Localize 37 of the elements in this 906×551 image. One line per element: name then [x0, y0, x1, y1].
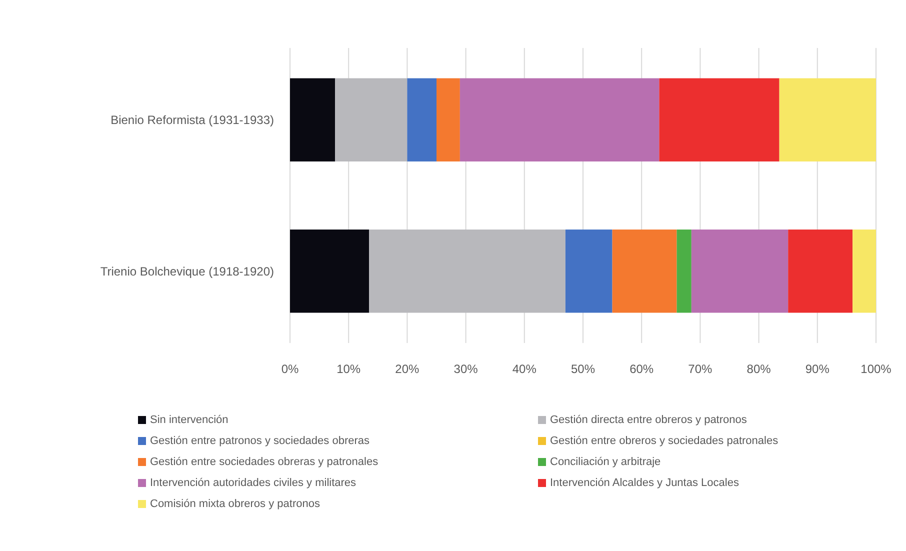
x-tick-label: 20% [395, 362, 420, 376]
bar [565, 230, 612, 313]
x-tick-label: 0% [281, 362, 299, 376]
x-tick-label: 70% [688, 362, 713, 376]
legend-label: Intervención Alcaldes y Juntas Locales [550, 477, 740, 489]
legend-label: Conciliación y arbitraje [550, 456, 661, 468]
y-tick-label: Bienio Reformista (1931-1933) [110, 113, 274, 128]
legend-label: Gestión entre obreros y sociedades patronales [550, 435, 779, 447]
legend-label: Sin intervención [150, 414, 228, 426]
bar [779, 78, 876, 162]
bar [460, 78, 660, 162]
x-tick-label: 90% [805, 362, 830, 376]
x-tick-label: 50% [570, 362, 596, 376]
bar [676, 230, 692, 313]
x-tick-label: 60% [630, 362, 654, 376]
bar [290, 78, 336, 162]
bar [852, 230, 876, 313]
bar [369, 230, 566, 313]
y-tick-label: Trienio Bolchevique (1918-1920) [100, 264, 274, 278]
bar [659, 78, 780, 162]
legend-label: Intervención autoridades civiles y militares [150, 477, 357, 489]
x-tick-label: 40% [512, 362, 537, 376]
x-tick-label: 30% [454, 362, 478, 376]
x-tick-label: 10% [336, 362, 361, 376]
legend-label: Gestión entre sociedades obreras y patronales [150, 456, 379, 468]
legend-label: Gestión directa entre obreros y patronos [550, 414, 748, 426]
bar [612, 230, 677, 313]
x-tick-label: 100% [860, 362, 892, 376]
bar [407, 78, 436, 162]
bar [335, 78, 408, 162]
bar [290, 230, 370, 313]
legend-label: Comisión mixta obreros y patronos [150, 498, 320, 510]
x-tick-label: 80% [746, 362, 772, 376]
bar [691, 230, 788, 313]
legend-label: Gestión entre patronos y sociedades obreras [150, 435, 370, 447]
bar [436, 78, 460, 162]
bar [788, 230, 853, 313]
